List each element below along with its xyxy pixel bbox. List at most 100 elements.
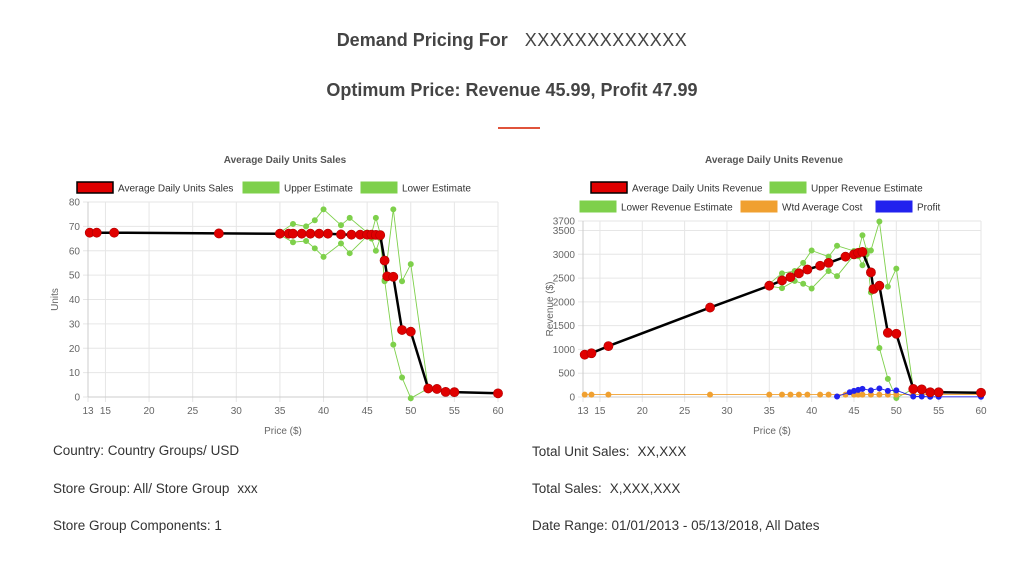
data-point <box>916 384 927 395</box>
data-point <box>390 341 397 348</box>
data-point <box>891 328 902 339</box>
data-point <box>876 345 883 352</box>
data-point <box>802 264 813 275</box>
data-point <box>109 227 120 238</box>
y-axis-title: Revenue ($) <box>545 281 556 336</box>
legend-swatch <box>76 181 114 194</box>
data-point <box>296 228 307 239</box>
legend-swatch <box>769 181 807 194</box>
y-tick-label: 80 <box>69 198 81 209</box>
data-point <box>840 251 851 262</box>
data-point <box>778 391 785 398</box>
info-total-units-label: Total Unit Sales: <box>532 444 630 459</box>
data-point <box>933 387 944 398</box>
data-point <box>766 391 773 398</box>
optimum-price: Optimum Price: Revenue 45.99, Profit 47.… <box>326 80 698 100</box>
legend-label: Average Daily Units Revenue <box>632 184 763 195</box>
x-tick-label: 15 <box>100 406 112 417</box>
series-average-daily-units-revenue <box>579 247 986 398</box>
data-point <box>337 222 344 229</box>
data-point <box>423 383 434 394</box>
y-tick-label: 10 <box>69 368 81 379</box>
x-tick-label: 40 <box>806 406 818 417</box>
data-point <box>804 391 811 398</box>
data-point <box>859 262 866 269</box>
data-point <box>884 387 891 394</box>
y-tick-label: 20 <box>69 344 81 355</box>
data-point <box>800 259 807 266</box>
info-store-components-label: Store Group Components: 1 <box>53 518 222 533</box>
legend-swatch <box>740 200 778 213</box>
data-point <box>213 228 224 239</box>
data-point <box>859 385 866 392</box>
y-tick-label: 50 <box>69 271 81 282</box>
y-tick-label: 2000 <box>553 297 576 308</box>
info-total-units-value: XX,XXX <box>637 444 687 459</box>
data-point <box>372 247 379 254</box>
legend-swatch <box>242 181 280 194</box>
x-tick-label: 50 <box>891 406 903 417</box>
data-point <box>303 238 310 245</box>
data-point <box>289 239 296 246</box>
data-point <box>405 326 416 337</box>
x-tick-label: 15 <box>594 406 606 417</box>
data-point <box>834 242 841 249</box>
data-point <box>857 247 868 257</box>
legend-swatch <box>360 181 398 194</box>
data-point <box>372 214 379 221</box>
x-tick-label: 60 <box>975 406 987 417</box>
x-tick-label: 25 <box>187 406 199 417</box>
data-point <box>859 232 866 239</box>
data-point <box>859 391 866 398</box>
x-tick-label: 20 <box>637 406 649 417</box>
legend-label: Wtd Average Cost <box>782 203 863 214</box>
info-total-sales-value: X,XXX,XXX <box>609 481 681 496</box>
series-lower-estimate <box>276 231 501 402</box>
x-tick-label: 35 <box>764 406 776 417</box>
info-country: Country: Country Groups/ USD <box>53 443 239 458</box>
y-tick-label: 70 <box>69 222 81 233</box>
data-point <box>388 271 399 282</box>
data-point <box>390 206 397 213</box>
info-total-units: Total Unit Sales: XX,XXX <box>532 444 686 459</box>
data-point <box>834 393 841 400</box>
data-point <box>834 273 841 280</box>
data-point <box>375 230 386 241</box>
info-total-sales: Total Sales: X,XXX,XXX <box>532 481 680 496</box>
chart-1: Average Daily Units Sales Average Daily U… <box>50 155 504 437</box>
data-point <box>407 261 414 268</box>
data-point <box>336 229 346 240</box>
info-country-label: Country: Country Groups/ USD <box>53 443 240 458</box>
x-tick-label: 20 <box>144 406 156 417</box>
data-point <box>910 393 917 400</box>
data-point <box>337 240 344 247</box>
y-axis-title: Units <box>50 288 61 311</box>
data-point <box>586 348 597 359</box>
data-point <box>603 341 614 352</box>
legend-swatch <box>875 200 913 213</box>
info-total-sales-label: Total Sales: <box>532 481 602 496</box>
page-title: Demand Pricing For XXXXXXXXXXXXX <box>0 30 1024 51</box>
page-title-product: XXXXXXXXXXXXX <box>524 30 688 50</box>
data-point <box>314 228 325 239</box>
data-point <box>581 391 588 398</box>
x-axis-title: Price ($) <box>753 426 791 437</box>
chart-title: Average Daily Units Sales <box>224 155 347 166</box>
series-upper-revenue-estimate <box>766 218 984 396</box>
data-point <box>346 229 357 240</box>
data-point <box>795 391 802 398</box>
series-average-daily-units-sales <box>84 227 503 399</box>
data-point <box>884 283 891 290</box>
data-point <box>399 278 406 285</box>
info-store-group: Store Group: All/ Store Group xxx <box>53 481 258 496</box>
data-point <box>432 384 442 394</box>
y-tick-label: 40 <box>69 295 81 306</box>
info-store-components: Store Group Components: 1 <box>53 518 222 533</box>
title-accent-divider <box>498 127 540 129</box>
data-point <box>407 395 414 402</box>
x-tick-label: 13 <box>82 406 94 417</box>
data-point <box>91 227 102 238</box>
data-point <box>440 386 451 397</box>
y-tick-label: 1000 <box>553 345 576 356</box>
x-tick-label: 30 <box>231 406 243 417</box>
